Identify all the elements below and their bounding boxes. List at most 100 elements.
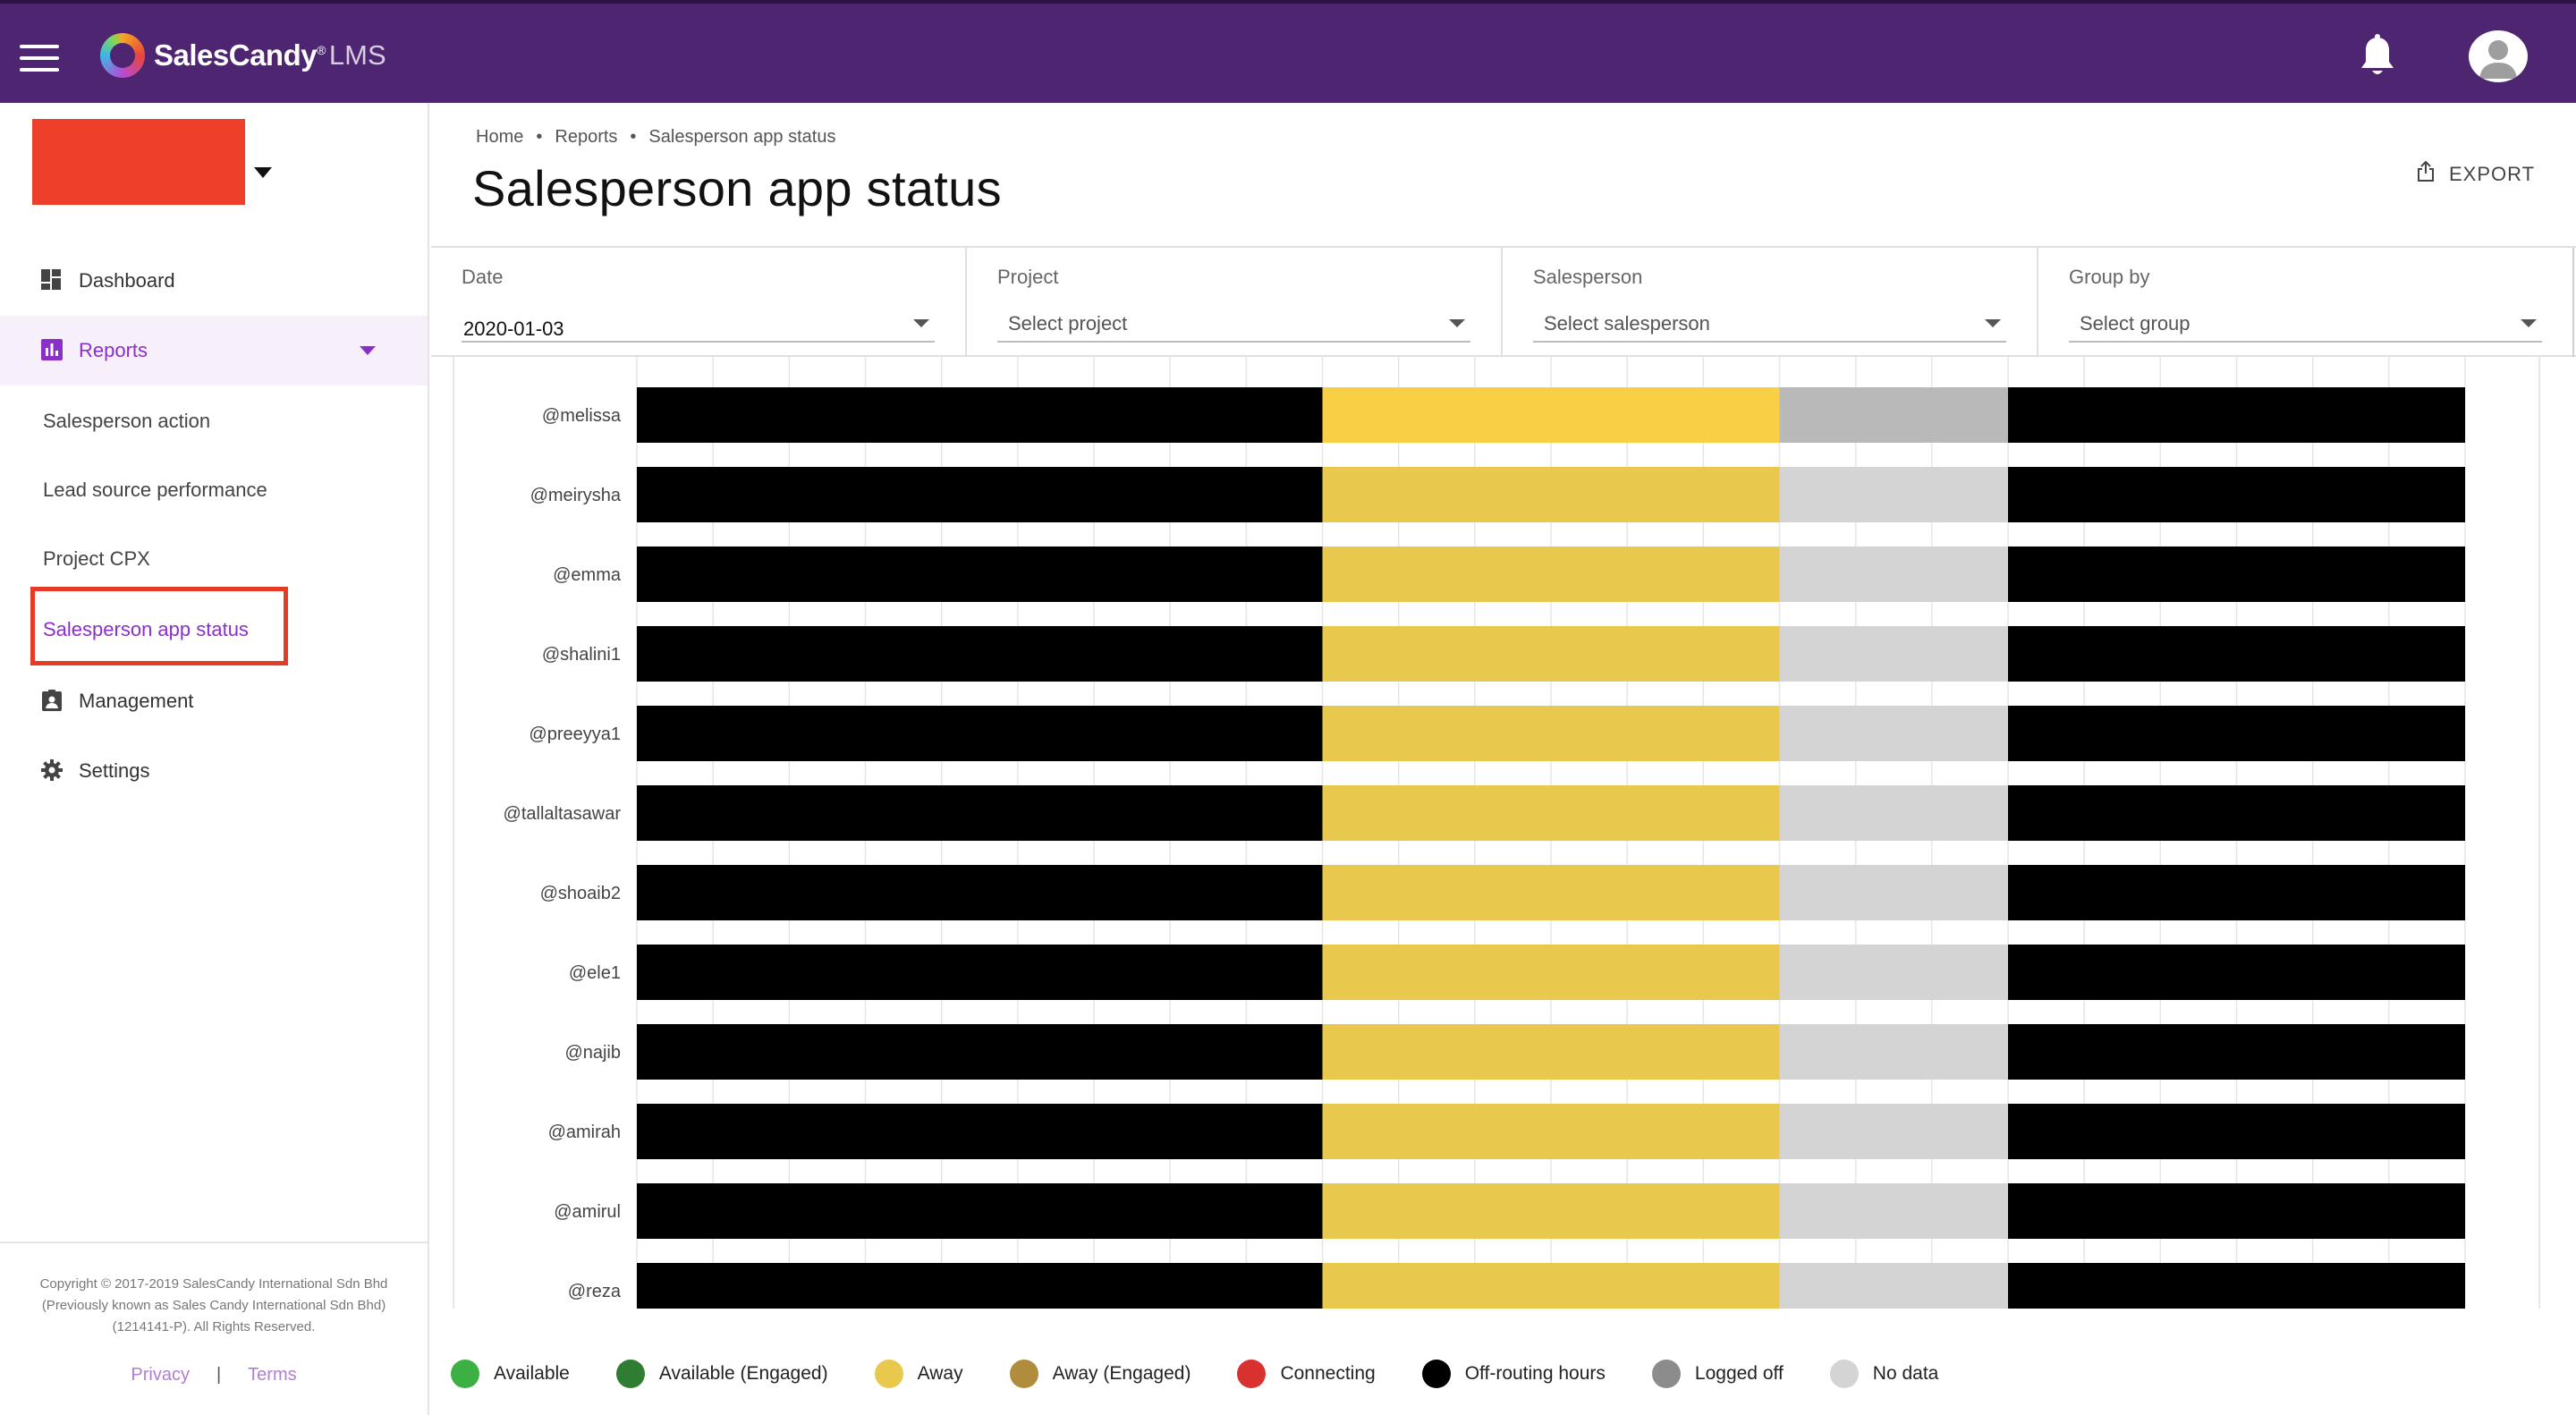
legend-item[interactable]: Away (Engaged) xyxy=(1009,1360,1191,1388)
status-segment-bar[interactable] xyxy=(2008,1263,2465,1309)
legend-item[interactable]: Off-routing hours xyxy=(1421,1360,1606,1388)
chevron-down-icon[interactable] xyxy=(2521,319,2537,327)
status-segment-bar[interactable] xyxy=(1779,706,2009,761)
status-segment-bar[interactable] xyxy=(1322,467,1780,522)
status-segment-bar[interactable] xyxy=(1322,1183,1780,1239)
status-segment-bar[interactable] xyxy=(637,865,1323,920)
breadcrumb-home[interactable]: Home xyxy=(476,127,524,147)
org-switcher-caret-icon[interactable] xyxy=(254,167,272,178)
legend-dot-icon xyxy=(1651,1360,1681,1388)
status-segment-bar[interactable] xyxy=(637,945,1323,1000)
group-by-select[interactable]: Select group xyxy=(2080,312,2190,335)
bell-icon[interactable] xyxy=(2358,34,2397,79)
status-segment-bar[interactable] xyxy=(637,706,1323,761)
sidebar-item-management[interactable]: Management xyxy=(0,666,428,736)
privacy-link[interactable]: Privacy xyxy=(131,1365,190,1385)
legend-item[interactable]: Available xyxy=(451,1360,570,1388)
status-segment-bar[interactable] xyxy=(2008,467,2465,522)
sidebar-item-dashboard[interactable]: Dashboard xyxy=(0,246,428,316)
sidebar-subitem-project-cpx[interactable]: Project CPX xyxy=(43,547,150,570)
status-segment-bar[interactable] xyxy=(637,626,1323,682)
status-segment-bar[interactable] xyxy=(2008,945,2465,1000)
status-segment-bar[interactable] xyxy=(1322,785,1780,841)
status-segment-bar[interactable] xyxy=(1779,1024,2009,1080)
status-segment-bar[interactable] xyxy=(637,1263,1323,1309)
chevron-down-icon[interactable] xyxy=(1449,319,1465,327)
breadcrumb-separator: • xyxy=(630,127,637,147)
brand-logo[interactable]: SalesCandy® LMS xyxy=(100,32,386,79)
legend-item[interactable]: No data xyxy=(1829,1360,1938,1388)
sidebar-item-reports[interactable]: Reports xyxy=(0,316,428,386)
user-avatar-icon[interactable] xyxy=(2469,30,2528,82)
status-segment-bar[interactable] xyxy=(1779,1263,2009,1309)
status-segment-bar[interactable] xyxy=(1779,626,2009,682)
legend-item[interactable]: Away xyxy=(874,1360,963,1388)
breadcrumb-reports[interactable]: Reports xyxy=(555,127,618,147)
status-segment-bar[interactable] xyxy=(2008,547,2465,602)
status-segment-bar[interactable] xyxy=(637,387,1323,443)
dashboard-icon xyxy=(41,269,64,292)
project-select[interactable]: Select project xyxy=(1008,312,1128,335)
status-segment-bar[interactable] xyxy=(637,467,1323,522)
project-filter[interactable]: Project Select project xyxy=(967,248,1503,357)
status-segment-bar[interactable] xyxy=(637,785,1323,841)
status-segment-bar[interactable] xyxy=(2008,785,2465,841)
status-segment-bar[interactable] xyxy=(1779,945,2009,1000)
salesperson-filter[interactable]: Salesperson Select salesperson xyxy=(1503,248,2038,357)
app-status-chart[interactable]: @melissa @meirysha @emma @shalini1 @preeyya1… xyxy=(454,357,2540,1309)
status-segment-bar[interactable] xyxy=(2008,1024,2465,1080)
brand-sub: LMS xyxy=(328,39,386,71)
export-label: EXPORT xyxy=(2449,163,2536,185)
menu-icon[interactable] xyxy=(20,45,59,72)
status-segment-bar[interactable] xyxy=(637,1024,1323,1080)
status-segment-bar[interactable] xyxy=(1322,1024,1780,1080)
legend-item[interactable]: Connecting xyxy=(1237,1360,1376,1388)
status-segment-bar[interactable] xyxy=(1322,1263,1780,1309)
legend-item[interactable]: Logged off xyxy=(1651,1360,1784,1388)
status-segment-bar[interactable] xyxy=(1779,865,2009,920)
sidebar-subitem-lead-source-performance[interactable]: Lead source performance xyxy=(43,479,267,501)
legend-item[interactable]: Available (Engaged) xyxy=(615,1360,828,1388)
status-segment-bar[interactable] xyxy=(1779,1104,2009,1159)
status-segment-bar[interactable] xyxy=(1779,547,2009,602)
app-status-chart-container[interactable]: @melissa @meirysha @emma @shalini1 @preeyya1… xyxy=(453,357,2540,1309)
legend-label: Logged off xyxy=(1694,1363,1784,1384)
terms-link[interactable]: Terms xyxy=(248,1365,297,1385)
chevron-down-icon[interactable] xyxy=(360,346,376,355)
page-title: Salesperson app status xyxy=(472,160,1002,216)
status-segment-bar[interactable] xyxy=(637,1183,1323,1239)
sidebar-item-label: Dashboard xyxy=(79,269,175,292)
sidebar-subitem-salesperson-action[interactable]: Salesperson action xyxy=(43,410,211,432)
chevron-down-icon[interactable] xyxy=(913,319,929,327)
status-segment-bar[interactable] xyxy=(2008,387,2465,443)
date-filter-value[interactable]: 2020-01-03 xyxy=(463,318,564,340)
organization-logo[interactable] xyxy=(32,119,245,205)
status-segment-bar[interactable] xyxy=(1322,865,1780,920)
status-segment-bar[interactable] xyxy=(1779,785,2009,841)
status-segment-bar[interactable] xyxy=(2008,865,2465,920)
chevron-down-icon[interactable] xyxy=(1985,319,2001,327)
status-segment-bar[interactable] xyxy=(2008,706,2465,761)
status-segment-bar[interactable] xyxy=(1322,945,1780,1000)
status-segment-bar[interactable] xyxy=(1322,1104,1780,1159)
status-segment-bar[interactable] xyxy=(1322,706,1780,761)
status-segment-bar[interactable] xyxy=(1322,387,1780,443)
status-segment-bar[interactable] xyxy=(637,1104,1323,1159)
status-segment-bar[interactable] xyxy=(637,547,1323,602)
status-segment-bar[interactable] xyxy=(2008,626,2465,682)
status-segment-bar[interactable] xyxy=(1779,387,2009,443)
export-button[interactable]: EXPORT xyxy=(2417,160,2536,188)
sidebar-subitem-salesperson-app-status[interactable]: Salesperson app status xyxy=(43,618,249,640)
status-segment-bar[interactable] xyxy=(2008,1183,2465,1239)
salesperson-select[interactable]: Select salesperson xyxy=(1544,312,1710,335)
status-segment-bar[interactable] xyxy=(2008,1104,2465,1159)
status-segment-bar[interactable] xyxy=(1322,626,1780,682)
date-filter[interactable]: Date 2020-01-03 xyxy=(431,248,967,357)
status-segment-bar[interactable] xyxy=(1779,467,2009,522)
status-segment-bar[interactable] xyxy=(1322,547,1780,602)
salesperson-label: @amirul xyxy=(554,1202,621,1222)
salesperson-label: @preeyya1 xyxy=(529,724,621,744)
status-segment-bar[interactable] xyxy=(1779,1183,2009,1239)
group-by-filter[interactable]: Group by Select group xyxy=(2038,248,2574,357)
sidebar-item-settings[interactable]: Settings xyxy=(0,736,428,806)
